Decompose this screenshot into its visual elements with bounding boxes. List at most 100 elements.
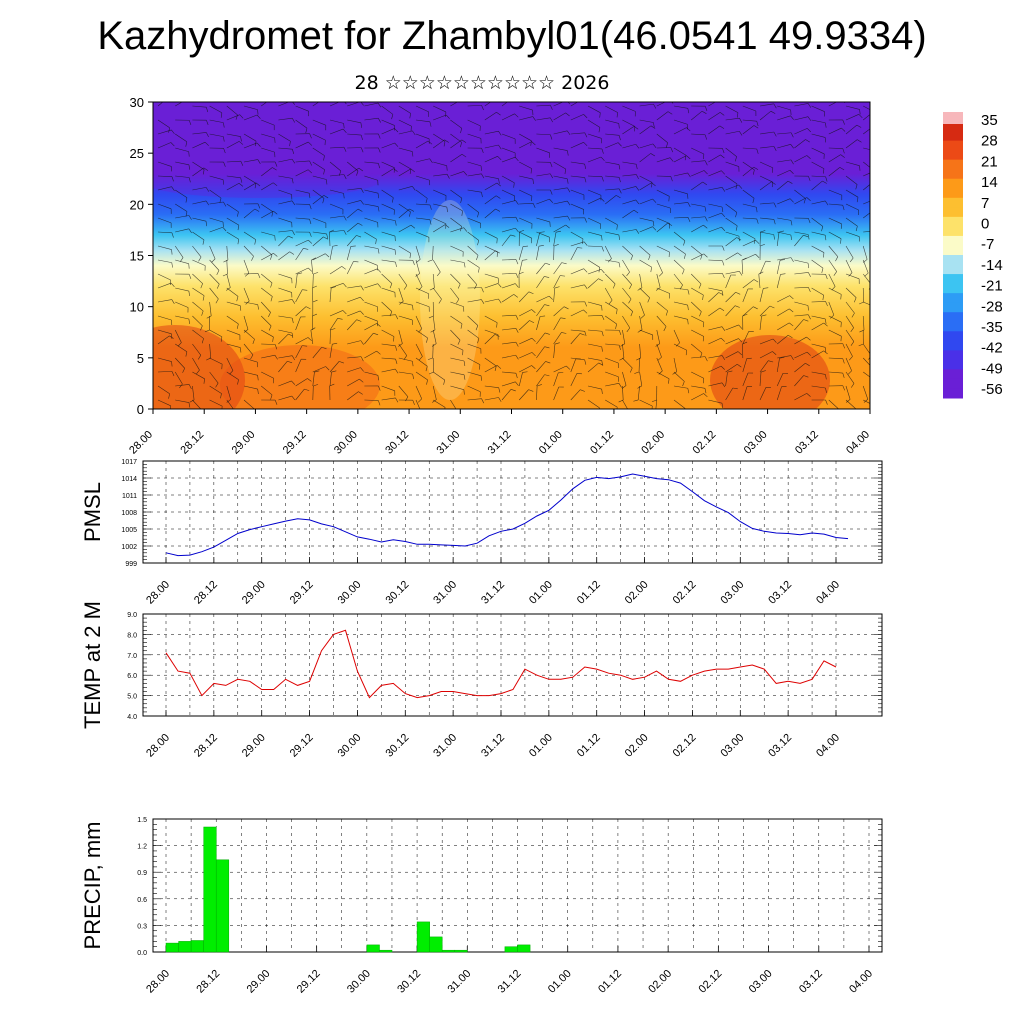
wind-barb-flag: [309, 160, 312, 166]
xtick-label: 02.12: [671, 579, 699, 607]
wind-barb-flag: [635, 199, 640, 205]
wind-barb: [346, 319, 357, 331]
panel-frame: [142, 613, 883, 717]
wind-barb: [347, 340, 361, 345]
wind-barb-flag: [223, 201, 227, 207]
wind-barb: [192, 385, 195, 400]
wind-barb: [329, 161, 341, 172]
wind-barb: [742, 279, 755, 289]
wind-barb-flag: [436, 271, 441, 277]
wind-barb-flag: [874, 210, 878, 213]
wind-barb: [863, 371, 870, 378]
wind-barb: [845, 175, 858, 185]
wind-barb: [433, 189, 447, 196]
wind-barb: [295, 119, 308, 129]
wind-barb-flag: [601, 246, 604, 252]
wind-barb: [295, 274, 298, 289]
wind-barb: [828, 217, 842, 225]
wind-barb: [192, 200, 207, 205]
wind-barb: [725, 203, 737, 213]
xtick-label: 29.00: [240, 579, 268, 607]
xtick-label: 30.12: [383, 429, 411, 457]
wind-barb-flag: [825, 274, 828, 280]
wind-barb: [570, 142, 584, 149]
wind-barb-flag: [841, 127, 846, 132]
wind-barb-flag: [510, 389, 516, 392]
wind-barb-flag: [312, 299, 318, 303]
wind-barb: [261, 133, 275, 139]
wind-barb-flag: [481, 398, 485, 404]
wind-barb-flag: [314, 370, 320, 373]
wind-barb: [622, 357, 633, 369]
wind-barb: [519, 352, 533, 359]
wind-barb: [587, 197, 601, 205]
wind-barb-flag: [567, 187, 571, 193]
wind-barb: [570, 161, 585, 165]
wind-barb: [243, 133, 257, 142]
wind-barb-flag: [850, 341, 855, 346]
wind-barb-flag: [704, 160, 708, 166]
wind-barb-flag: [425, 366, 428, 372]
wind-barb-flag: [321, 346, 327, 350]
wind-barb: [175, 147, 189, 152]
wind-barb-flag: [806, 128, 811, 133]
wind-barb: [381, 161, 395, 168]
wind-barb-flag: [840, 294, 842, 300]
wind-barb: [828, 273, 836, 287]
wind-barb: [691, 371, 704, 379]
wind-barb-flag: [268, 325, 272, 331]
wind-barb-flag: [616, 309, 618, 315]
wind-barb-flag: [849, 356, 853, 361]
wind-barb-flag: [179, 383, 183, 389]
wind-barb: [175, 343, 188, 352]
wind-barb: [226, 259, 228, 274]
wind-barb: [398, 161, 412, 170]
wind-barb: [278, 189, 292, 195]
wind-barb: [691, 245, 703, 256]
xtick-label: 03.12: [766, 579, 794, 607]
wind-barb: [243, 315, 249, 330]
wind-barb: [226, 141, 240, 149]
wind-barb-flag: [855, 184, 858, 190]
wind-barb: [311, 260, 314, 275]
wind-barb: [261, 385, 273, 396]
xtick-label: 01.00: [546, 968, 574, 996]
wind-barb-flag: [739, 271, 743, 276]
wind-barb: [587, 385, 602, 390]
wind-barb-flag: [789, 295, 794, 300]
wind-barb-flag: [223, 161, 226, 167]
wind-barb: [312, 366, 326, 373]
wind-barb-flag: [742, 313, 748, 317]
wind-barb-flag: [738, 184, 743, 189]
wind-barb-flag: [393, 336, 395, 342]
wind-barb: [278, 251, 290, 261]
wind-barb: [587, 147, 602, 150]
wind-barb: [536, 374, 545, 387]
wind-barb: [691, 147, 704, 155]
wind-barb: [209, 371, 219, 384]
wind-barb: [415, 140, 429, 149]
wind-barb: [725, 338, 739, 345]
wind-barb-flag: [567, 200, 571, 206]
wind-barb: [605, 161, 620, 165]
wind-barb: [794, 301, 809, 306]
wind-barb-flag: [456, 298, 460, 304]
wind-barb: [484, 283, 499, 289]
wind-barb-flag: [360, 188, 364, 193]
wind-barb-flag: [773, 234, 775, 240]
wind-barb: [175, 161, 189, 166]
wind-barb: [759, 372, 762, 387]
wind-barb-flag: [842, 385, 845, 391]
wind-barb-flag: [651, 182, 656, 187]
xtick-label: 31.12: [479, 732, 507, 760]
wind-barb: [157, 203, 172, 210]
xtick-label: 01.12: [588, 429, 616, 457]
wind-barb: [192, 105, 207, 108]
wind-barb: [570, 329, 585, 332]
wind-barb-flag: [457, 340, 461, 345]
wind-barb: [295, 217, 310, 220]
wind-barb: [192, 132, 207, 135]
wind-barb: [364, 102, 379, 107]
wind-barb-flag: [629, 284, 632, 290]
wind-barb-flag: [427, 357, 433, 360]
